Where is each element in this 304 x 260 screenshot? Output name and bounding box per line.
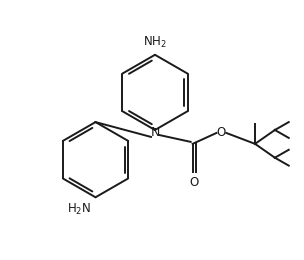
Text: H$_2$N: H$_2$N (67, 202, 92, 217)
Text: N: N (150, 126, 160, 139)
Text: O: O (217, 126, 226, 139)
Text: O: O (189, 176, 199, 188)
Text: NH$_2$: NH$_2$ (143, 35, 167, 50)
